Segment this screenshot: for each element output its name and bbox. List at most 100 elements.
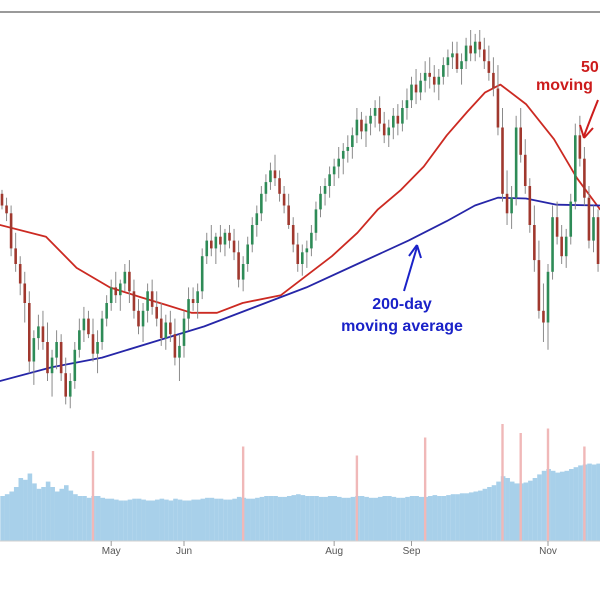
candle (323, 178, 327, 206)
candle (132, 279, 136, 319)
volume-bar (368, 497, 374, 541)
volume-bar (236, 496, 242, 541)
candle (478, 30, 482, 58)
volume-spike-bar (583, 446, 586, 541)
candle (487, 45, 491, 81)
candle-body (105, 303, 108, 319)
candle (455, 41, 459, 73)
candle-body (446, 57, 450, 66)
volume-bar (223, 499, 228, 541)
candle-body (14, 248, 17, 264)
volume-bar (478, 490, 483, 541)
ma50-arrow-shaft (583, 99, 599, 137)
candle-body (232, 240, 236, 253)
ma50-label-line2: moving (536, 77, 593, 94)
volume-spike-bar (519, 433, 522, 541)
candle (314, 201, 318, 241)
volume-bar (227, 499, 233, 541)
volume-bar (578, 465, 583, 541)
volume-bar (496, 481, 501, 541)
volume-bar (145, 500, 151, 541)
candle-body (182, 318, 186, 346)
volume-bar (195, 499, 201, 541)
volume-bar (104, 498, 110, 541)
candle-body (583, 158, 586, 198)
candle-body (119, 283, 122, 296)
candle (41, 310, 45, 350)
ma50-arrow-head (579, 124, 594, 139)
candle (146, 283, 149, 323)
candle (537, 240, 541, 319)
candle-body (419, 80, 422, 93)
candle-body (159, 318, 163, 339)
volume-bar (68, 490, 74, 541)
volume-bar (0, 496, 5, 541)
candle (428, 57, 431, 89)
volume-spike-bar (355, 455, 359, 541)
candle-body (442, 65, 445, 77)
volume-bar (437, 496, 442, 541)
volume-bar (309, 496, 315, 541)
volume-bar (9, 491, 14, 541)
candle-body (178, 345, 181, 358)
volume-bar (82, 496, 87, 541)
volume-bar (514, 483, 520, 541)
candle (264, 174, 268, 202)
volume-bar (569, 469, 574, 541)
candle-body (473, 41, 477, 54)
x-tick-label: Aug (325, 546, 343, 557)
candle-body (191, 299, 195, 303)
candle (310, 225, 313, 257)
volume-bar (255, 497, 260, 541)
candle-body (469, 45, 472, 54)
candle (87, 310, 90, 339)
volume-spike-bar (546, 428, 550, 541)
candle-body (332, 166, 336, 175)
candle-body (578, 135, 582, 159)
candle (182, 310, 186, 358)
candle-body (46, 342, 49, 374)
candle (32, 330, 36, 385)
candle (0, 189, 4, 210)
candle (432, 65, 436, 93)
candle-body (355, 119, 359, 136)
candle (100, 310, 104, 350)
volume-bar (464, 493, 469, 541)
volume-bar (86, 497, 92, 541)
volume-bar (205, 497, 210, 541)
candle (560, 225, 563, 264)
candle-body (587, 197, 591, 241)
volume-bar (591, 464, 597, 541)
ma200-label-line2: moving average (341, 318, 463, 335)
x-axis-ticks: May Jun Aug Sep Nov (102, 541, 557, 557)
volume-bar (428, 496, 433, 541)
candle (446, 49, 450, 77)
candle-body (55, 342, 58, 358)
candle (59, 334, 63, 381)
ma200-line (0, 196, 600, 382)
candle (150, 279, 154, 315)
volume-bar (341, 497, 347, 541)
volume-bar (77, 496, 83, 541)
candle (451, 41, 454, 69)
candle (469, 30, 472, 62)
candle (246, 236, 249, 272)
volume-bar (27, 473, 33, 541)
candle-body (387, 127, 391, 136)
volume-bar (532, 478, 538, 541)
candle (91, 318, 95, 362)
candle-body (301, 252, 304, 264)
candle (28, 291, 31, 374)
volume-bar (528, 480, 533, 541)
candle (396, 104, 400, 136)
candle (387, 119, 391, 147)
x-tick-label: Jun (176, 546, 192, 557)
candle-body (128, 271, 131, 292)
candle-body (432, 76, 436, 85)
candle (200, 248, 204, 300)
volume-bar (54, 491, 60, 541)
candle-body (150, 291, 154, 307)
volume-bar (41, 487, 46, 541)
candle (109, 279, 113, 311)
